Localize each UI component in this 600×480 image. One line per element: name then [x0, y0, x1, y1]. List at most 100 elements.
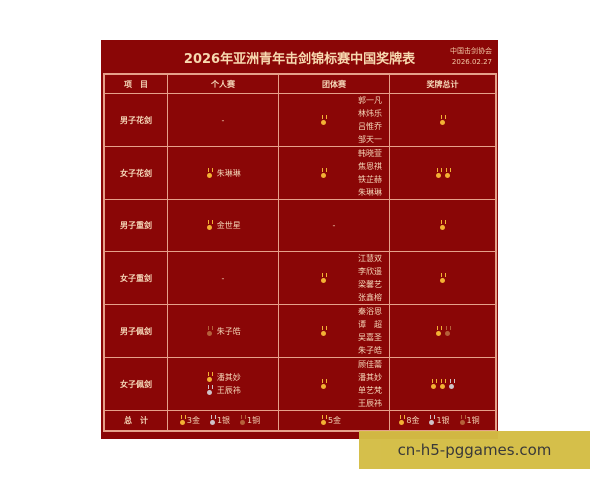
team-member: 邹天一	[358, 135, 382, 144]
team-member: 韩晓萱	[358, 149, 382, 158]
overall-total: 8金 1银 1铜	[389, 410, 497, 432]
team-member: 朱子皓	[358, 346, 382, 355]
silver-medal-icon	[449, 378, 455, 389]
medal-count: 8金	[406, 416, 420, 425]
athlete-name: 金世星	[216, 221, 241, 230]
gold-medal-icon	[321, 167, 327, 178]
total-cell	[389, 199, 497, 252]
table-row: 女子佩剑 潘其妙 王辰祎 顾佳薷 潘其妙 单艺梵 王辰祎	[103, 357, 497, 411]
athlete-name: 朱琳琳	[216, 168, 241, 178]
team-cell: -	[278, 199, 390, 252]
event-name: 女子重剑	[103, 251, 168, 305]
team-member: 李欣遥	[358, 267, 382, 276]
event-name: 女子佩剑	[103, 357, 168, 411]
team-cell: 顾佳薷潘其妙单艺梵王辰祎	[278, 357, 390, 411]
medal-table-panel: 2026年亚洲青年击剑锦标赛中国奖牌表 中国击剑协会 2026.02.27 项 …	[101, 40, 498, 439]
header-individual: 个人赛	[167, 73, 279, 94]
table-row: 男子重剑 金世星 -	[103, 199, 497, 252]
team-member: 秦浴恩	[358, 307, 382, 316]
bronze-medal-icon	[207, 325, 214, 336]
silver-medal-icon	[429, 415, 436, 425]
gold-medal-icon	[435, 325, 442, 336]
total-cell	[389, 146, 497, 200]
table-row: 女子重剑 - 江慧双李欣遥梁馨艺张鑫榕	[103, 251, 497, 305]
gold-medal-icon	[321, 325, 327, 336]
date: 2026.02.27	[451, 58, 492, 66]
athlete-name: 朱子皓	[216, 326, 241, 336]
event-name: 男子花剑	[103, 93, 168, 147]
gold-medal-icon	[179, 415, 186, 425]
publisher-info: 中国击剑协会 2026.02.27	[450, 46, 492, 68]
medal-count: 1银	[436, 416, 450, 425]
gold-medal-icon	[207, 220, 214, 230]
bronze-medal-icon	[444, 325, 451, 336]
medal-count: 1银	[216, 416, 231, 425]
totals-row: 总 计 3金 1银 1铜 5金 8金 1银 1铜	[103, 410, 497, 432]
team-member: 朱琳琳	[358, 188, 382, 197]
gold-medal-icon	[320, 415, 327, 425]
team-member: 梁馨艺	[358, 280, 382, 289]
gold-medal-icon	[321, 272, 327, 283]
team-member: 吴嘉圣	[358, 333, 382, 342]
team-member: 单艺梵	[358, 386, 382, 395]
individual-cell: 潘其妙 王辰祎	[167, 357, 279, 411]
gold-medal-icon	[435, 167, 442, 178]
individual-cell: 朱琳琳	[167, 146, 279, 200]
team-cell: 江慧双李欣遥梁馨艺张鑫榕	[278, 251, 390, 305]
org-name: 中国击剑协会	[450, 47, 492, 55]
team-member: 江慧双	[358, 254, 382, 263]
gold-medal-icon	[440, 220, 446, 230]
total-cell	[389, 304, 497, 358]
gold-medal-icon	[440, 378, 446, 389]
gold-medal-icon	[207, 167, 214, 178]
team-member: 谭 超	[358, 320, 382, 329]
team-member: 潘其妙	[358, 373, 382, 382]
team-member: 王辰祎	[358, 399, 382, 408]
bronze-medal-icon	[240, 415, 247, 425]
bronze-medal-icon	[459, 415, 466, 425]
gold-medal-icon	[321, 114, 327, 125]
page-title: 2026年亚洲青年击剑锦标赛中国奖牌表	[183, 52, 416, 67]
athlete-name: 王辰祎	[216, 386, 241, 395]
gold-medal-icon	[399, 415, 406, 425]
team-member: 吕惟乔	[358, 122, 382, 131]
event-name: 女子花剑	[103, 146, 168, 200]
medal-count: 1铜	[247, 416, 261, 425]
gold-medal-icon	[440, 114, 446, 125]
athlete-name: 潘其妙	[216, 373, 241, 382]
medal-count: 3金	[186, 416, 200, 425]
individual-total: 3金 1银 1铜	[167, 410, 279, 432]
event-name: 男子重剑	[103, 199, 168, 252]
individual-cell: -	[167, 93, 279, 147]
empty-cell: -	[332, 221, 336, 230]
empty-cell: -	[221, 115, 225, 125]
medal-count: 1铜	[466, 416, 480, 425]
header-event: 项 目	[103, 73, 168, 94]
individual-cell: 金世星	[167, 199, 279, 252]
gold-medal-icon	[440, 272, 446, 283]
watermark: cn-h5-pggames.com	[359, 431, 590, 469]
team-member: 铁芷赫	[358, 175, 382, 184]
team-member: 顾佳薷	[358, 360, 382, 369]
empty-cell: -	[221, 273, 225, 283]
header-team: 团体赛	[278, 73, 390, 94]
team-member: 张鑫榕	[358, 293, 382, 302]
silver-medal-icon	[209, 415, 216, 425]
gold-medal-icon	[207, 372, 214, 382]
table-row: 男子花剑 - 郭一凡 林炜乐 吕惟乔 邹天一	[103, 93, 497, 147]
team-member: 林炜乐	[358, 109, 382, 118]
medal-count: 5金	[327, 416, 342, 425]
team-total: 5金	[278, 410, 390, 432]
total-cell	[389, 357, 497, 411]
total-cell	[389, 251, 497, 305]
gold-medal-icon	[444, 167, 451, 178]
table-row: 女子花剑 朱琳琳 韩晓萱 焦恩祺 铁芷赫 朱琳琳	[103, 146, 497, 200]
team-cell: 郭一凡 林炜乐 吕惟乔 邹天一	[278, 93, 390, 147]
individual-cell: -	[167, 251, 279, 305]
gold-medal-icon	[431, 378, 437, 389]
total-cell	[389, 93, 497, 147]
medal-table: 项 目 个人赛 团体赛 奖牌总计 男子花剑 - 郭一凡 林炜乐 吕惟乔 邹天一 女子花…	[103, 73, 497, 432]
individual-cell: 朱子皓	[167, 304, 279, 358]
event-name: 男子佩剑	[103, 304, 168, 358]
team-cell: 秦浴恩谭 超吴嘉圣朱子皓	[278, 304, 390, 358]
